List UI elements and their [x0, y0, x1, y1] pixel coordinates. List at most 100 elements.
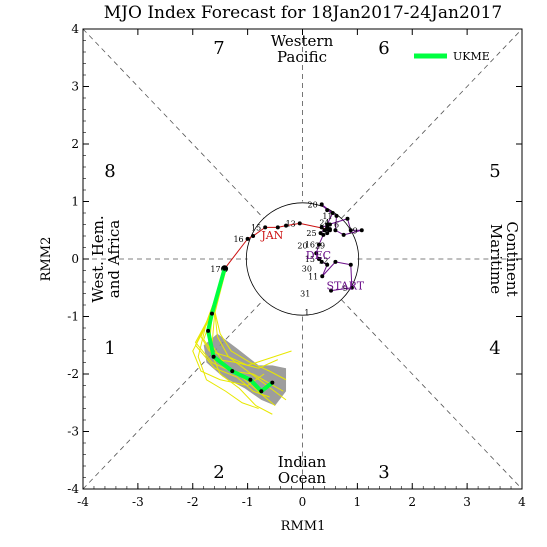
observed-point	[284, 223, 289, 228]
x-tick-label: -3	[132, 495, 144, 509]
observed-segment	[321, 261, 336, 277]
y-tick-label: 2	[71, 137, 79, 151]
phase-label-8: 8	[104, 161, 115, 182]
forecast-point	[259, 389, 264, 394]
y-tick-label: -3	[67, 425, 79, 439]
guide-line	[82, 299, 264, 490]
y-tick-label: -1	[67, 310, 79, 324]
observed-point	[333, 259, 338, 264]
x-tick-label: 3	[463, 495, 471, 509]
observed-point	[251, 234, 256, 238]
x-tick-label: 1	[354, 495, 362, 509]
forecast-point	[209, 311, 214, 316]
y-tick-label: 1	[71, 195, 79, 209]
legend: UKME	[414, 50, 490, 63]
observed-point	[325, 208, 330, 213]
x-tick-label: -2	[187, 495, 199, 509]
observed-day-label: 31	[300, 289, 310, 298]
phase-guides	[82, 28, 523, 490]
month-label: JAN	[260, 229, 283, 242]
month-label: DEC	[306, 249, 331, 262]
region-bottom-line1: Indian	[278, 453, 327, 471]
observed-day-label: 6	[334, 220, 339, 229]
chart-title: MJO Index Forecast for 18Jan2017-24Jan20…	[104, 3, 502, 23]
guide-line	[341, 28, 523, 219]
observed-point	[348, 228, 353, 233]
observed-day-label: 20	[297, 242, 307, 251]
unit-circle	[245, 202, 360, 316]
observed-point	[349, 285, 354, 290]
observed-point	[348, 262, 353, 267]
phase-label-7: 7	[213, 38, 224, 59]
observed-segment	[343, 229, 362, 236]
observed-point	[345, 216, 350, 221]
month-label: START	[326, 279, 364, 292]
phase-label-2: 2	[213, 462, 224, 483]
observed-point	[325, 227, 330, 232]
guide-line	[341, 299, 523, 490]
region-right-line1: Maritime	[487, 224, 505, 294]
observed-day-label: 16	[305, 241, 315, 250]
legend-label: UKME	[453, 50, 490, 63]
region-right-line2: Continent	[503, 221, 521, 296]
observed-day-label: 15	[305, 255, 315, 264]
observed-point	[316, 257, 321, 261]
forecast-point	[248, 377, 253, 382]
observed-day-label: 29	[315, 242, 325, 251]
observed-day-label: 12	[318, 257, 328, 266]
observed-day-label: 1	[304, 308, 309, 317]
observed-day-label: 11	[308, 272, 318, 281]
forecast-point	[270, 380, 275, 385]
observed-point	[245, 236, 250, 241]
observed-segment	[328, 218, 348, 225]
region-left-line1: West. Hem.	[89, 215, 107, 302]
observed-point	[330, 211, 335, 215]
y-tick-label: -4	[67, 482, 79, 496]
observed-day-label: 30	[302, 265, 312, 274]
observed-segment	[224, 238, 249, 270]
y-axis-label: RMM2	[39, 237, 54, 282]
forecast-point	[206, 328, 211, 333]
observed-segment	[350, 264, 353, 288]
forecast-line	[206, 268, 274, 394]
observed-point	[341, 232, 346, 237]
x-tick-label: 2	[408, 495, 416, 509]
region-bottom-line2: Ocean	[278, 469, 327, 487]
phase-label-1: 1	[104, 338, 115, 359]
guide-line	[82, 28, 264, 219]
forecast-point	[211, 354, 216, 359]
forecast-layer	[206, 266, 275, 394]
observed-point	[275, 225, 280, 230]
observed-segment	[285, 222, 300, 227]
phase-label-6: 6	[378, 38, 389, 59]
observed-point	[319, 225, 324, 230]
observed-day-label: 16	[233, 235, 243, 244]
observed-segment	[321, 264, 328, 277]
observed-segment	[335, 261, 351, 266]
observed-segment	[330, 287, 352, 292]
observed-day-label: 15	[251, 223, 261, 232]
observed-point	[334, 213, 339, 218]
phase-label-4: 4	[489, 338, 500, 359]
observed-day-label: 17	[210, 265, 220, 274]
observed-point	[327, 222, 332, 227]
observed-point	[325, 262, 330, 267]
observed-day-label: 11	[322, 212, 332, 221]
observed-point	[263, 225, 268, 230]
phase-label-3: 3	[378, 462, 389, 483]
observed-day-label: 13	[286, 219, 296, 228]
observed-point	[297, 221, 302, 226]
y-tick-label: -2	[67, 367, 79, 381]
observed-point	[359, 228, 364, 233]
x-tick-label: -4	[77, 495, 89, 509]
observed-point	[314, 251, 319, 256]
observed-point	[316, 242, 321, 247]
forecast-point	[230, 369, 235, 374]
observed-day-label: 19	[348, 226, 358, 235]
forecast-point	[222, 266, 227, 271]
region-left-line2: and Africa	[105, 220, 123, 298]
observed-point	[319, 202, 324, 207]
